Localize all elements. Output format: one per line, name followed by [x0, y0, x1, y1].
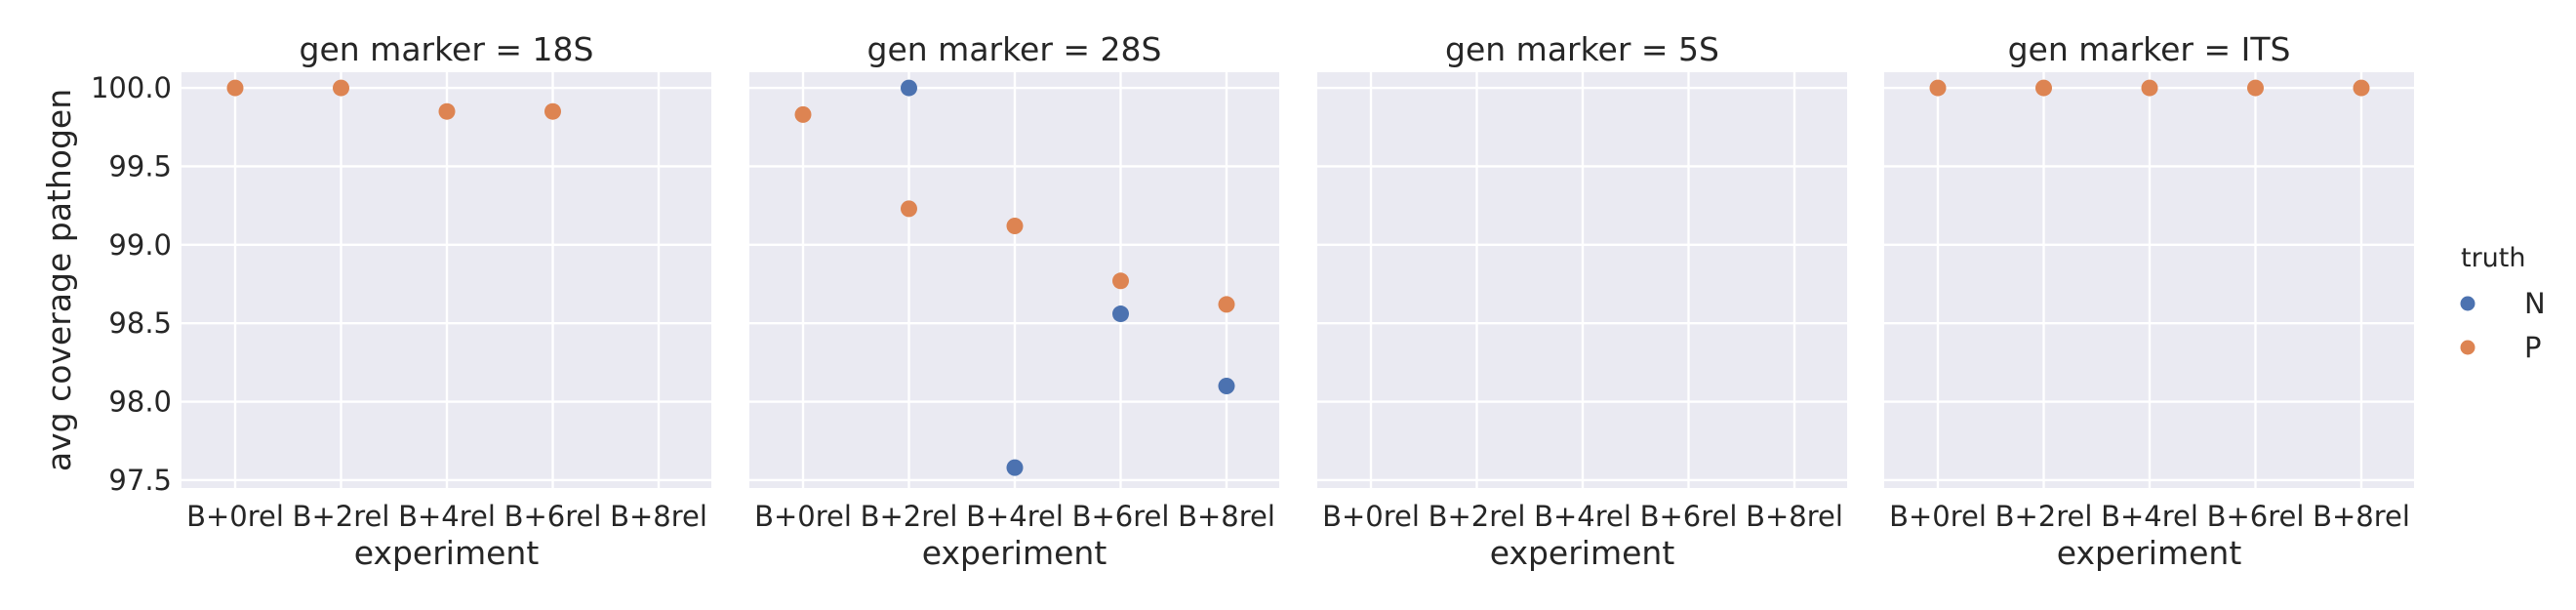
- data-point: [1006, 218, 1024, 235]
- data-point: [438, 102, 456, 120]
- x-tick-label: B+4rel: [966, 500, 1064, 533]
- x-tick-label: B+4rel: [2101, 500, 2198, 533]
- x-tick-label: B+0rel: [1322, 500, 1420, 533]
- facet-panel: B+0rel B+2rel B+4rel B+6rel B+8rel experiment…: [1884, 30, 2414, 572]
- facet-panel: 97.5 98.0 98.5 99.0 99.5 100.0 B+0rel B+2rel B+4…: [91, 30, 711, 572]
- x-axis-label: experiment: [354, 534, 540, 572]
- x-tick-label: B+2rel: [1995, 500, 2093, 533]
- data-point: [1218, 378, 1235, 395]
- y-axis-label: avg coverage pathogen: [40, 89, 78, 471]
- data-point: [901, 79, 917, 97]
- x-tick-label: B+4rel: [398, 500, 496, 533]
- x-tick-label: B+2rel: [861, 500, 958, 533]
- y-tick-label: 99.0: [108, 228, 172, 262]
- data-point: [226, 79, 244, 97]
- y-tick-label: 98.0: [108, 386, 172, 419]
- legend-label: N: [2524, 287, 2546, 320]
- x-tick-label: B+6rel: [2207, 500, 2305, 533]
- panel-title: gen marker = 18S: [300, 30, 594, 68]
- data-point: [1006, 459, 1024, 476]
- data-point: [1218, 296, 1235, 313]
- data-point: [333, 79, 349, 97]
- panel-title: gen marker = 28S: [867, 30, 1162, 68]
- x-axis-label: experiment: [2057, 534, 2242, 572]
- x-tick-label: B+2rel: [1429, 500, 1526, 533]
- panel-title: gen marker = ITS: [2008, 30, 2291, 68]
- x-tick-label: B+8rel: [2313, 500, 2410, 533]
- y-tick-label: 97.5: [108, 464, 172, 497]
- x-tick-label: B+8rel: [610, 500, 707, 533]
- x-tick-label: B+6rel: [504, 500, 602, 533]
- x-tick-label: B+8rel: [1746, 500, 1843, 533]
- data-point: [2247, 79, 2264, 97]
- legend: truth NP: [2460, 243, 2546, 364]
- x-tick-label: B+6rel: [1640, 500, 1738, 533]
- data-point: [901, 200, 917, 218]
- x-tick-label: B+0rel: [186, 500, 284, 533]
- x-tick-label: B+4rel: [1534, 500, 1631, 533]
- panel-title: gen marker = 5S: [1445, 30, 1719, 68]
- data-point: [2141, 79, 2158, 97]
- y-tick-label: 98.5: [108, 306, 172, 340]
- x-tick-label: B+0rel: [1889, 500, 1987, 533]
- data-point: [794, 105, 812, 123]
- data-point: [1112, 305, 1129, 323]
- x-tick-label: B+2rel: [293, 500, 390, 533]
- y-tick-label: 100.0: [91, 71, 172, 104]
- data-point: [544, 102, 561, 120]
- x-tick-label: B+0rel: [754, 500, 852, 533]
- x-axis-label: experiment: [922, 534, 1107, 572]
- x-tick-label: B+6rel: [1072, 500, 1170, 533]
- y-tick-label: 99.5: [108, 149, 172, 183]
- data-point: [2353, 79, 2370, 97]
- facet-panel: B+0rel B+2rel B+4rel B+6rel B+8rel experiment…: [749, 30, 1279, 572]
- data-point: [1112, 272, 1129, 290]
- legend-label: P: [2524, 331, 2542, 364]
- legend-marker: [2460, 340, 2475, 355]
- legend-marker: [2460, 296, 2475, 311]
- data-point: [1929, 79, 1947, 97]
- x-axis-label: experiment: [1490, 534, 1675, 572]
- x-tick-label: B+8rel: [1178, 500, 1275, 533]
- facet-panel: B+0rel B+2rel B+4rel B+6rel B+8rel experiment…: [1317, 30, 1847, 572]
- data-point: [2035, 79, 2052, 97]
- legend-title: truth: [2461, 243, 2526, 273]
